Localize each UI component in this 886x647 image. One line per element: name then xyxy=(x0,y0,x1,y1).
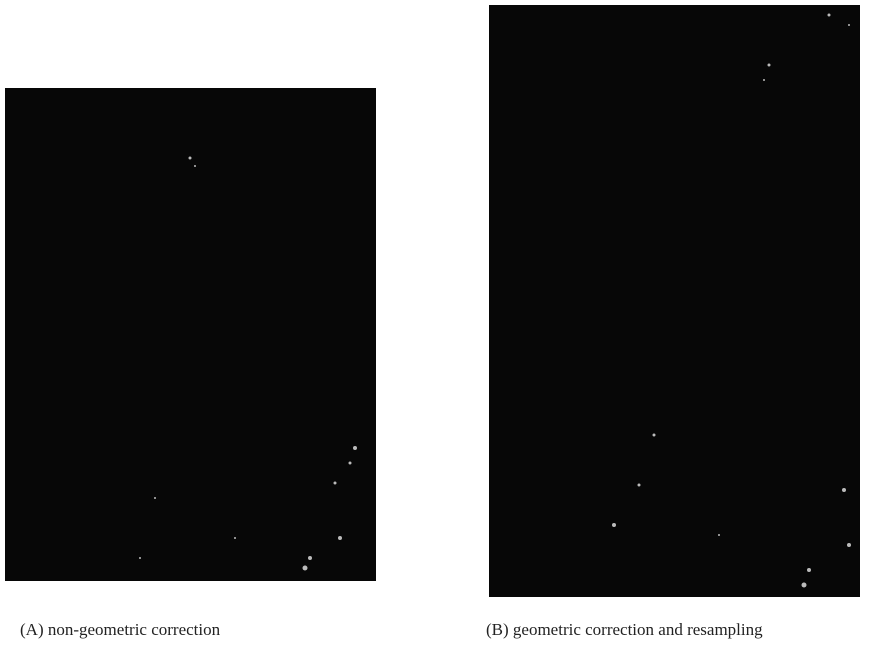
speckle xyxy=(139,557,141,559)
speckle xyxy=(189,157,192,160)
speckle xyxy=(334,482,337,485)
speckle xyxy=(802,583,807,588)
speckle xyxy=(154,497,156,499)
speckle xyxy=(848,24,850,26)
speckle xyxy=(612,523,616,527)
speckle xyxy=(338,536,342,540)
speckle xyxy=(234,537,236,539)
speckle xyxy=(828,14,831,17)
page: (A) non-geometric correction (B) geometr… xyxy=(0,0,886,647)
speckle xyxy=(303,566,308,571)
speckle xyxy=(653,434,656,437)
caption-a: (A) non-geometric correction xyxy=(20,620,220,640)
speckle xyxy=(194,165,196,167)
image-a-texture xyxy=(5,88,376,581)
speckle xyxy=(349,462,352,465)
speckles xyxy=(139,157,357,571)
image-a xyxy=(5,88,376,581)
speckle xyxy=(807,568,811,572)
speckle xyxy=(842,488,846,492)
speckle xyxy=(763,79,765,81)
speckle xyxy=(847,543,851,547)
speckle xyxy=(638,484,641,487)
image-b xyxy=(489,5,860,597)
image-b-texture xyxy=(489,5,860,597)
speckle xyxy=(308,556,312,560)
speckle xyxy=(768,64,771,67)
speckles xyxy=(612,14,851,588)
caption-b: (B) geometric correction and resampling xyxy=(486,620,763,640)
speckle xyxy=(718,534,720,536)
speckle xyxy=(353,446,357,450)
